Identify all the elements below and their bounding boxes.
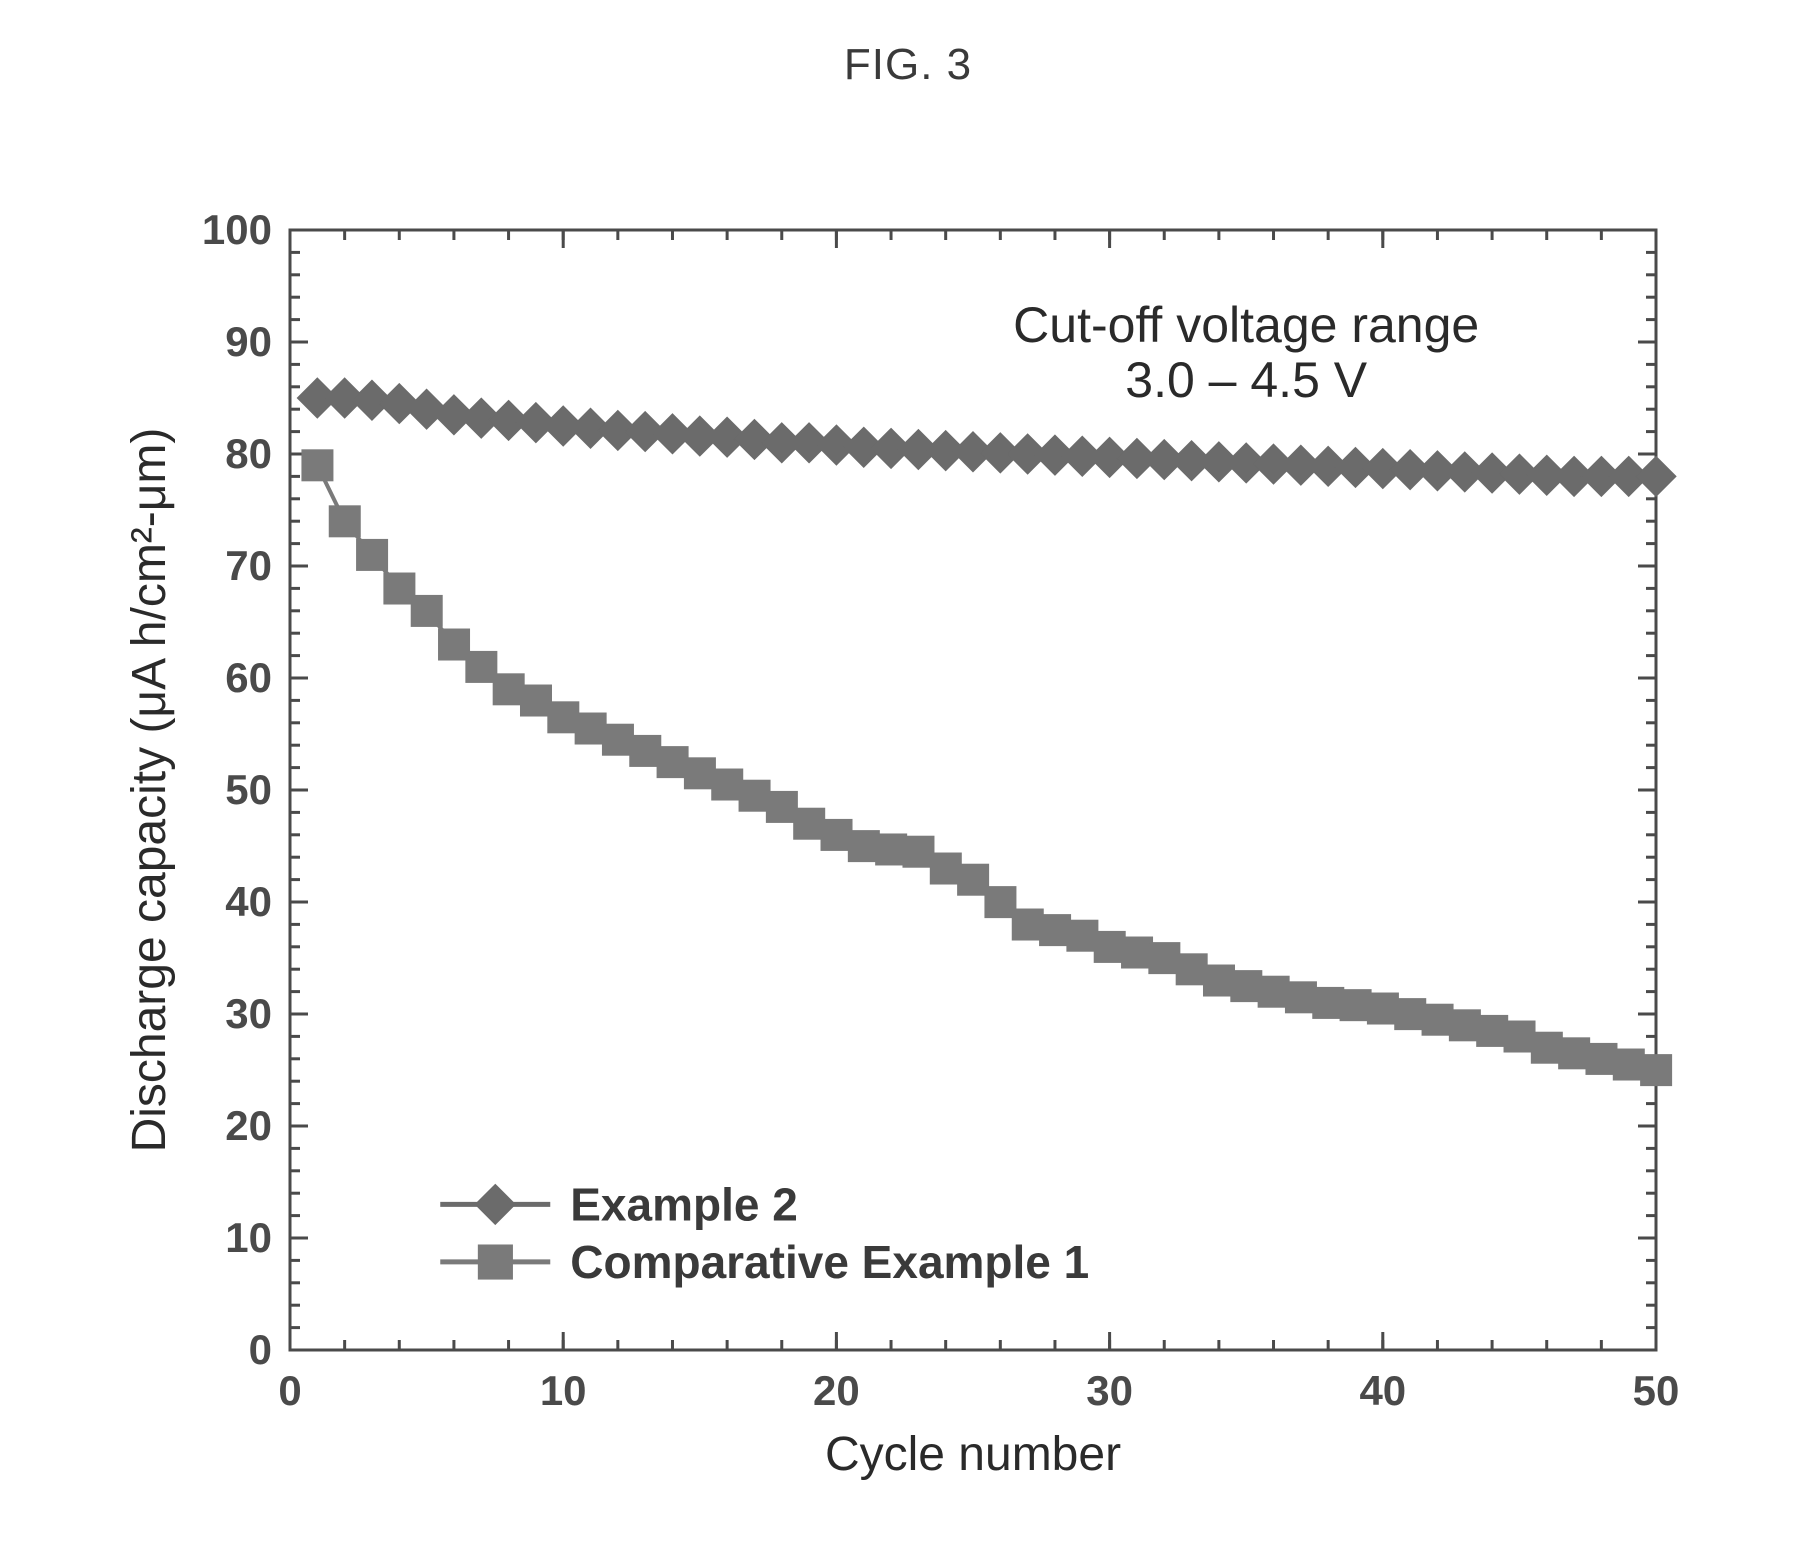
svg-text:50: 50 <box>1633 1367 1680 1414</box>
svg-text:0: 0 <box>278 1367 301 1414</box>
svg-text:60: 60 <box>225 654 272 701</box>
svg-text:40: 40 <box>225 878 272 925</box>
svg-text:20: 20 <box>225 1102 272 1149</box>
svg-text:30: 30 <box>1086 1367 1133 1414</box>
svg-text:90: 90 <box>225 318 272 365</box>
svg-text:100: 100 <box>202 206 272 253</box>
svg-text:Example 2: Example 2 <box>570 1179 798 1231</box>
svg-text:3.0 – 4.5 V: 3.0 – 4.5 V <box>1125 352 1367 408</box>
svg-text:40: 40 <box>1359 1367 1406 1414</box>
svg-text:Discharge capacity (μA h/cm²-μ: Discharge capacity (μA h/cm²-μm) <box>123 428 176 1153</box>
svg-text:10: 10 <box>225 1214 272 1261</box>
svg-text:Cut-off voltage range: Cut-off voltage range <box>1013 297 1479 353</box>
svg-text:20: 20 <box>813 1367 860 1414</box>
chart-container: 0 10 20 30 40 50 0 10 20 30 40 50 60 70 80 90 100 Cycle n… <box>120 200 1696 1500</box>
svg-text:30: 30 <box>225 990 272 1037</box>
discharge-capacity-chart: 0 10 20 30 40 50 0 10 20 30 40 50 60 70 80 90 100 Cycle n… <box>120 200 1696 1500</box>
figure-title: FIG. 3 <box>0 40 1816 90</box>
page: FIG. 3 0 10 20 30 40 50 0 10 20 30 40 50 60 70 80 90 100… <box>0 0 1816 1555</box>
svg-text:10: 10 <box>540 1367 587 1414</box>
svg-text:80: 80 <box>225 430 272 477</box>
svg-text:70: 70 <box>225 542 272 589</box>
svg-text:50: 50 <box>225 766 272 813</box>
svg-text:Comparative Example 1: Comparative Example 1 <box>570 1236 1089 1288</box>
svg-text:Cycle number: Cycle number <box>825 1428 1121 1481</box>
svg-text:0: 0 <box>249 1326 272 1373</box>
